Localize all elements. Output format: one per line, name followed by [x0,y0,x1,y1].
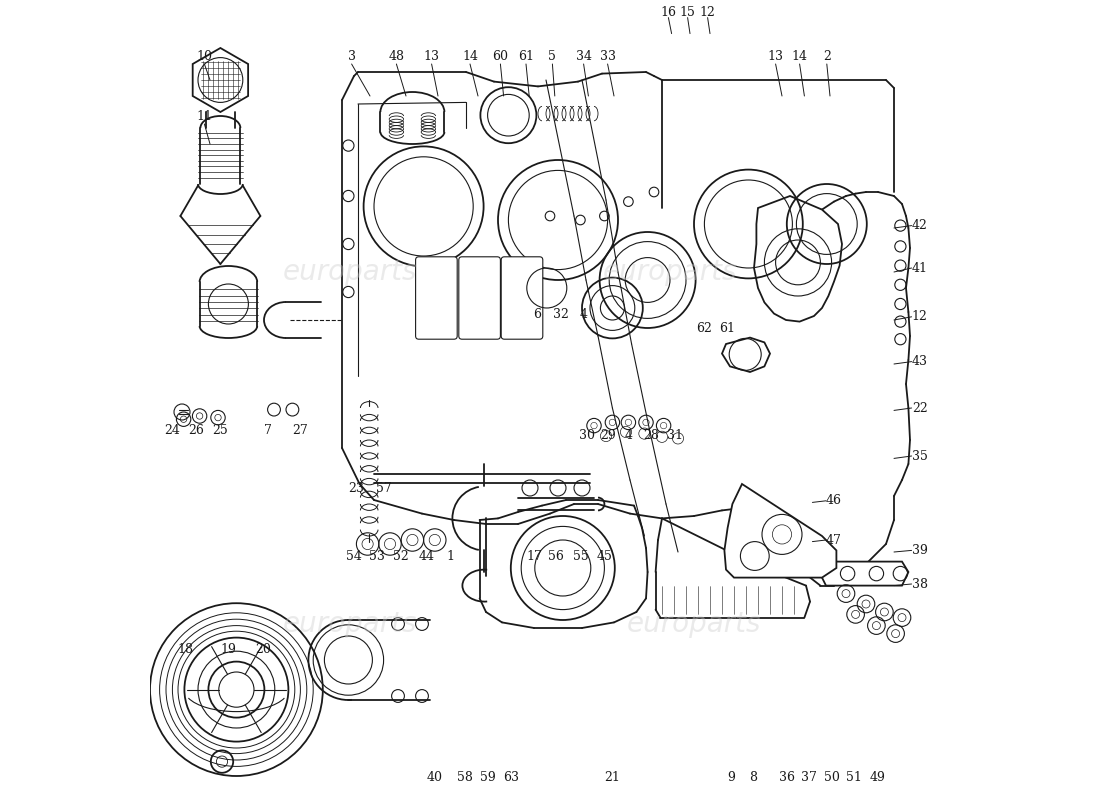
Polygon shape [722,338,770,372]
Text: 4: 4 [580,308,587,321]
Text: 51: 51 [846,771,862,784]
Text: 63: 63 [504,771,519,784]
Text: 60: 60 [493,50,508,62]
Text: 42: 42 [912,219,927,232]
Text: 50: 50 [824,771,839,784]
Text: 54: 54 [346,550,362,562]
Text: 52: 52 [394,550,409,562]
Text: 29: 29 [600,429,616,442]
Text: europarts: europarts [603,258,737,286]
Text: 21: 21 [605,771,620,784]
Text: 48: 48 [388,50,405,62]
Text: 13: 13 [424,50,440,62]
Text: 61: 61 [518,50,534,62]
Polygon shape [192,48,249,112]
Text: 12: 12 [700,6,715,18]
Text: 18: 18 [177,643,194,656]
Text: europarts: europarts [283,610,417,638]
Text: 38: 38 [912,578,927,590]
Text: 26: 26 [188,424,205,437]
Text: 30: 30 [579,429,595,442]
Text: 61: 61 [719,322,736,334]
Text: 40: 40 [427,771,443,784]
Text: 7: 7 [264,424,273,437]
Polygon shape [754,196,842,322]
Text: 16: 16 [660,6,676,18]
Text: 13: 13 [768,50,783,62]
Text: 19: 19 [220,643,236,656]
Text: 24: 24 [165,424,180,437]
Text: 20: 20 [255,643,272,656]
Text: 10: 10 [197,50,212,62]
Text: 1: 1 [447,550,454,562]
Text: 28: 28 [642,429,659,442]
Text: 58: 58 [458,771,473,784]
Text: 33: 33 [600,50,616,62]
Text: 49: 49 [870,771,886,784]
Text: 53: 53 [370,550,385,562]
Text: 43: 43 [912,355,927,368]
Text: 22: 22 [912,402,927,414]
Text: 12: 12 [912,310,927,323]
Text: 23: 23 [349,482,364,494]
Text: 35: 35 [912,450,927,462]
Text: 62: 62 [695,322,712,334]
Text: 47: 47 [826,534,842,546]
Text: 36: 36 [779,771,795,784]
Text: 59: 59 [480,771,495,784]
Text: 31: 31 [667,429,683,442]
Text: 2: 2 [823,50,830,62]
Text: europarts: europarts [283,258,417,286]
Text: 8: 8 [749,771,757,784]
Text: 27: 27 [293,424,308,437]
Text: 5: 5 [549,50,557,62]
Text: 9: 9 [727,771,735,784]
Text: 14: 14 [462,50,478,62]
FancyBboxPatch shape [416,257,458,339]
Text: 14: 14 [792,50,807,62]
Text: 4: 4 [625,429,632,442]
Text: 45: 45 [596,550,613,562]
Text: 55: 55 [572,550,588,562]
Text: 37: 37 [801,771,817,784]
Text: 17: 17 [526,550,542,562]
FancyBboxPatch shape [502,257,542,339]
Text: europarts: europarts [627,610,761,638]
Text: 39: 39 [912,544,927,557]
Text: 11: 11 [197,110,212,122]
FancyBboxPatch shape [459,257,500,339]
Text: 56: 56 [549,550,564,562]
Text: 6: 6 [534,308,541,321]
Polygon shape [821,562,909,586]
Text: 34: 34 [575,50,592,62]
Text: 3: 3 [348,50,355,62]
Text: 32: 32 [553,308,569,321]
Text: 25: 25 [212,424,229,437]
Polygon shape [725,484,836,578]
Text: 44: 44 [419,550,435,562]
Text: 41: 41 [912,262,927,274]
Text: 46: 46 [826,494,842,507]
Text: 15: 15 [680,6,695,18]
Text: 57: 57 [376,482,392,494]
